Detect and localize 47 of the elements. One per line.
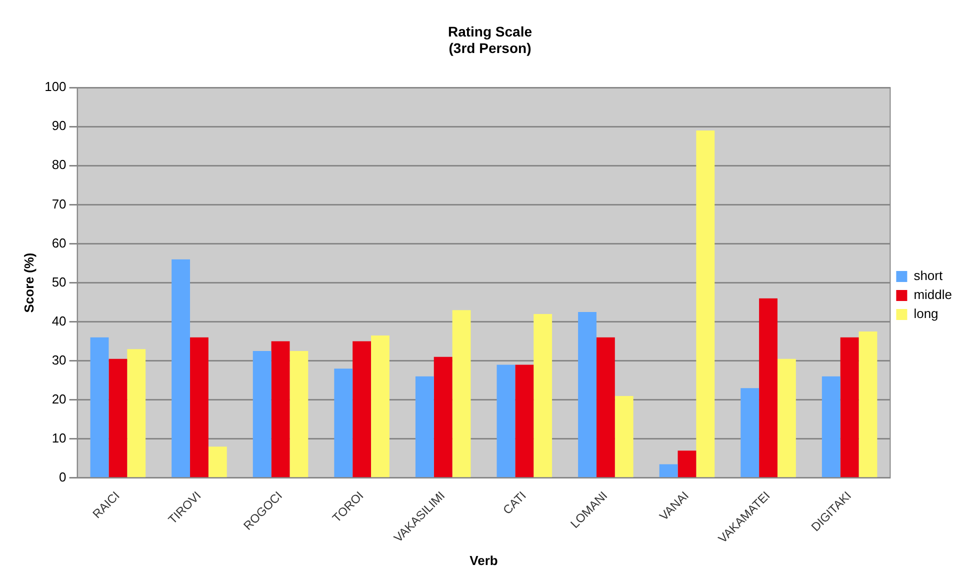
bar [415,376,434,478]
bar [108,358,128,478]
y-tick-label: 70 [52,196,66,212]
bar [271,341,290,478]
bar [290,351,308,478]
bar [578,312,596,478]
y-tick-label: 80 [52,157,66,172]
bar [515,364,534,478]
chart-title: Rating Scale (3rd Person) [448,23,532,56]
y-tick-label: 20 [52,391,66,406]
bar [759,298,778,478]
bar [496,364,516,478]
bar [614,396,634,478]
bar [208,446,227,478]
y-axis-title: Score (%) [21,252,36,313]
legend-label: short [914,268,943,284]
bar [858,332,878,478]
y-tick-label: 10 [52,430,66,446]
bar [334,368,353,478]
bar [822,376,840,478]
bar [678,450,696,478]
bar [190,337,208,478]
legend-label: long [914,306,938,322]
bar [740,388,760,478]
bar [659,464,678,478]
bar [840,337,859,478]
bar [596,337,615,478]
bar [434,356,452,478]
y-tick-label: 0 [59,469,66,484]
bar [371,335,390,478]
bar [127,349,146,478]
bar [452,310,471,478]
bar [352,341,372,478]
bar [90,337,109,478]
bar [252,351,272,478]
y-tick-label: 50 [52,274,66,290]
legend-label: middle [914,287,952,302]
bar [696,130,715,478]
y-tick-label: 100 [44,79,66,94]
y-tick-label: 30 [52,352,66,368]
bar [777,358,796,478]
bar [534,314,552,478]
x-axis-title: Verb [470,552,498,568]
y-tick-label: 90 [52,118,66,134]
y-tick-label: 60 [52,235,66,250]
y-tick-label: 40 [52,313,66,328]
bar [172,259,190,478]
